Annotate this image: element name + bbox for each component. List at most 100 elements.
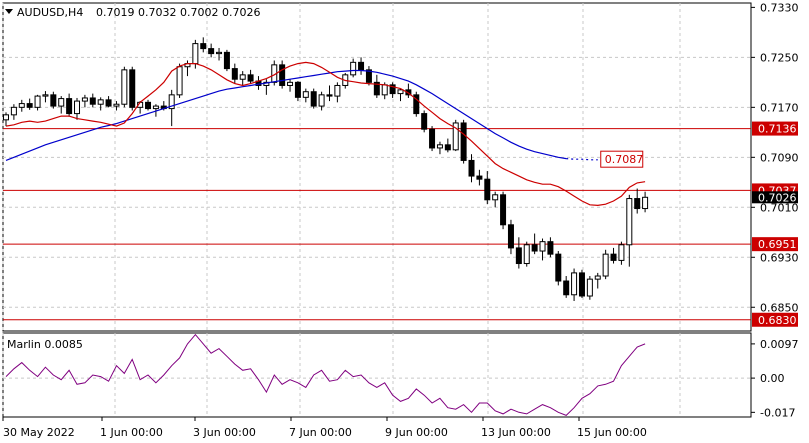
ma-fast-line	[5, 61, 646, 207]
candle-body-bear	[555, 253, 562, 282]
price-tick-label: 0.7090	[760, 151, 799, 164]
candle-body-bear	[484, 178, 491, 201]
candle-body-bear	[223, 51, 230, 70]
level-price-badge	[752, 312, 798, 327]
candle-body-bear	[50, 94, 57, 107]
candle-body-bull	[81, 97, 88, 102]
candle-body-bear	[247, 74, 254, 82]
time-tick-label: 30 May 2022	[3, 426, 75, 439]
symbol-menu-icon[interactable]	[5, 9, 13, 14]
time-tick-label: 3 Jun 00:00	[193, 426, 256, 439]
candle-body-bull	[397, 89, 404, 95]
target-label: 0.7087	[605, 153, 644, 166]
candle-body-bull	[74, 100, 81, 115]
candle-body-bull	[602, 253, 609, 277]
candle-body-bear	[578, 272, 585, 297]
candle-body-bull	[42, 94, 49, 97]
time-tick-label: 9 Jun 00:00	[385, 426, 448, 439]
candle-body-bear	[531, 244, 538, 252]
candle-body-bear	[444, 144, 451, 151]
candle-body-bear	[460, 122, 467, 161]
candle-body-bear	[413, 94, 420, 115]
candle-body-bull	[302, 91, 309, 98]
candle-body-bull	[287, 81, 294, 86]
candle-body-bear	[634, 198, 641, 210]
candle-body-bull	[239, 74, 246, 80]
candle-body-bear	[507, 224, 514, 249]
level-price-label: 0.7136	[758, 123, 797, 136]
candle-body-bull	[571, 272, 578, 296]
ohlc-values: 0.7019 0.7032 0.7002 0.7026	[96, 6, 260, 19]
target-box	[600, 150, 644, 168]
level-price-label: 0.6951	[758, 238, 797, 251]
candle-body-bull	[452, 122, 459, 151]
level-price-badge	[752, 121, 798, 136]
candle-body-bear	[429, 128, 436, 149]
candle-body-bull	[594, 275, 601, 280]
candle-body-bull	[176, 66, 183, 96]
candle-body-bear	[500, 194, 507, 226]
candle-body-bull	[58, 98, 65, 107]
candle-body-bear	[476, 175, 483, 180]
candle-body-bull	[381, 84, 388, 96]
price-tick-label: 0.7330	[760, 1, 799, 14]
candle-body-bear	[326, 94, 333, 97]
candle-body-bull	[626, 198, 633, 246]
oscillator-polyline	[5, 333, 646, 416]
time-axis: 30 May 2022 1 Jun 00:00 3 Jun 00:00 7 Jun 0…	[2, 417, 647, 439]
candle-body-bull	[436, 144, 443, 149]
candle-body-bear	[89, 97, 96, 105]
candle-body-bear	[310, 91, 317, 107]
time-tick-label: 13 Jun 00:00	[481, 426, 551, 439]
indicator-tick-label: -0.017	[760, 406, 795, 419]
indicator-panel: Marlin 0.0085	[2, 332, 752, 418]
candle-body-bull	[152, 105, 159, 110]
candle-body-bull	[539, 241, 546, 252]
candle-body-bear	[365, 69, 372, 83]
price-tick-label: 0.6930	[760, 251, 799, 264]
current-price-badge	[752, 191, 798, 204]
candle-body-bull	[216, 51, 223, 55]
candle-body-bull	[34, 95, 41, 108]
price-grid	[2, 3, 751, 331]
price-tick-label: 0.6850	[760, 301, 799, 314]
current-price-label: 0.7026	[758, 191, 797, 204]
indicator-tick-label: 0.0097	[760, 338, 799, 351]
candle-body-bull	[3, 114, 9, 121]
candle-body-bull	[113, 103, 120, 107]
indicator-label: Marlin 0.0085	[7, 338, 83, 351]
candle-body-bear	[294, 81, 301, 98]
candle-body-bull	[586, 278, 593, 297]
time-tick-label: 1 Jun 00:00	[100, 426, 163, 439]
candle-body-bear	[200, 43, 207, 50]
level-price-badge	[752, 237, 798, 252]
candle-body-bear	[468, 159, 475, 177]
candle-body-bear	[279, 64, 286, 86]
candle-body-bear	[610, 253, 617, 261]
oscillator-line	[5, 333, 646, 416]
candle-body-bull	[18, 103, 25, 108]
candle-body-bull	[168, 94, 175, 110]
price-tick-label: 0.7170	[760, 101, 799, 114]
candle-body-bear	[129, 69, 136, 108]
candle-body-bull	[642, 196, 649, 210]
candle-body-bear	[389, 84, 396, 95]
indicator-tick-label: 0.00	[760, 372, 785, 385]
candle-body-bear	[358, 61, 365, 71]
price-panel: 0.7087	[2, 2, 752, 332]
time-tick-label: 7 Jun 00:00	[289, 426, 352, 439]
price-axis: 0.7330 0.7250 0.7170 0.7090 0.7010 0.6930 0.68…	[751, 1, 799, 327]
candle-body-bear	[563, 280, 570, 296]
candle-body-bull	[492, 194, 499, 201]
candle-body-bull	[523, 244, 530, 265]
candle-body-bear	[231, 68, 238, 80]
price-tick-label: 0.7010	[760, 201, 799, 214]
candles	[3, 37, 649, 302]
candle-body-bull	[192, 43, 199, 65]
candle-body-bear	[208, 48, 215, 55]
candle-body-bear	[515, 247, 522, 265]
ma-slow-line	[5, 69, 567, 161]
candle-body-bear	[66, 98, 73, 115]
